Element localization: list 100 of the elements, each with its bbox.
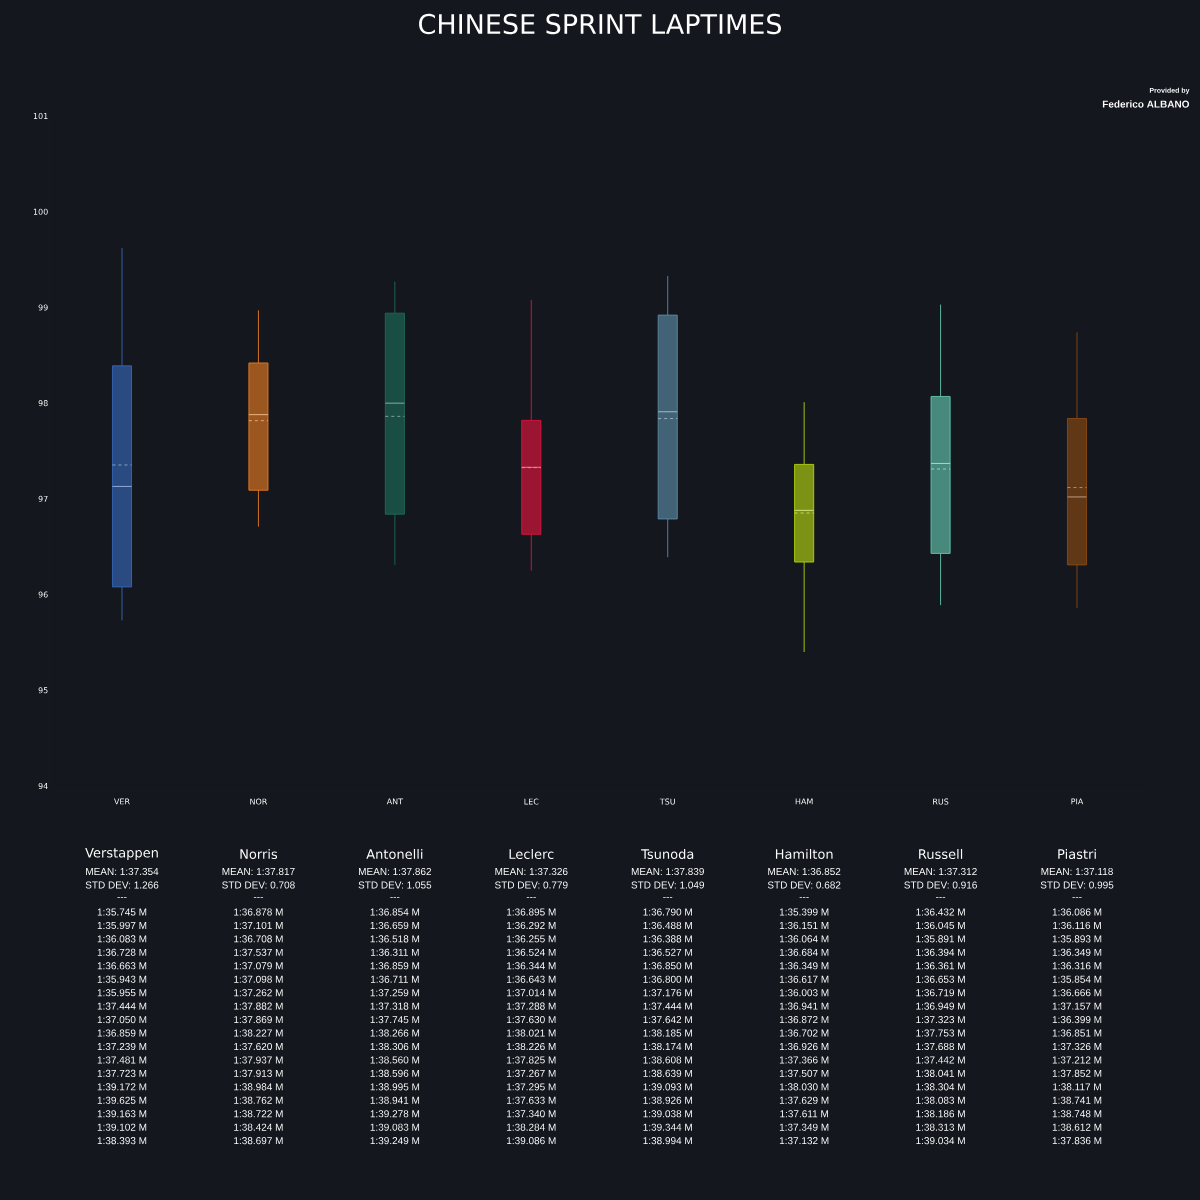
- text: 1:36.872 M: [779, 1016, 829, 1024]
- text: ---: [663, 896, 673, 898]
- text: 1:37.318 M: [370, 1002, 420, 1010]
- text: 1:35.854 M: [1052, 975, 1102, 983]
- text: 1:37.852 M: [1052, 1069, 1102, 1077]
- text: ---: [253, 896, 263, 898]
- text: 1:36.316 M: [1052, 962, 1102, 970]
- text: 1:38.041 M: [916, 1069, 965, 1077]
- text: ---: [799, 896, 809, 898]
- text: 1:36.524 M: [507, 948, 556, 956]
- text: 1:37.620 M: [234, 1042, 283, 1051]
- text: 1:36.859 M: [370, 962, 420, 970]
- text: 1:38.596 M: [370, 1069, 420, 1077]
- text: 1:38.266 M: [370, 1029, 420, 1037]
- text: 1:38.639 M: [643, 1069, 692, 1077]
- text: 1:36.854 M: [370, 908, 420, 916]
- text: STD DEV: 0.995: [1040, 881, 1114, 889]
- text: 1:38.313 M: [916, 1123, 965, 1131]
- text: 1:38.424 M: [234, 1123, 283, 1131]
- text: 1:36.941 M: [779, 1002, 829, 1010]
- text: 1:37.262 M: [234, 989, 283, 997]
- text: 1:36.790 M: [643, 908, 692, 916]
- text: STD DEV: 1.049: [631, 881, 705, 889]
- text: 1:37.723 M: [97, 1069, 147, 1077]
- text: 1:38.941 M: [370, 1096, 420, 1104]
- text: STD DEV: 1.266: [85, 881, 159, 889]
- text: 1:36.719 M: [916, 989, 965, 997]
- text: 1:37.442 M: [916, 1056, 965, 1064]
- text: 1:36.394 M: [916, 948, 965, 956]
- text: 1:37.913 M: [234, 1069, 283, 1077]
- text: 1:36.702 M: [779, 1029, 829, 1037]
- text: 1:39.625 M: [97, 1096, 147, 1104]
- text: 1:36.926 M: [779, 1042, 829, 1051]
- text: 1:37.745 M: [370, 1016, 420, 1024]
- text: 1:37.132 M: [779, 1137, 829, 1145]
- text: 1:38.984 M: [234, 1083, 283, 1091]
- text: 1:38.185 M: [643, 1029, 692, 1037]
- y-tick-label: 96: [38, 591, 48, 598]
- text: MEAN: 1:37.118: [1041, 867, 1113, 876]
- text: 1:37.323 M: [916, 1016, 965, 1024]
- text: 1:36.151 M: [779, 921, 829, 929]
- text: ---: [390, 896, 400, 898]
- text: 1:37.629 M: [779, 1096, 829, 1104]
- text: 1:37.349 M: [779, 1123, 829, 1131]
- text: 1:39.086 M: [507, 1137, 556, 1145]
- text: MEAN: 1:37.817: [222, 867, 295, 876]
- text: 1:39.093 M: [643, 1083, 692, 1091]
- text: 1:37.633 M: [507, 1096, 556, 1104]
- x-tick-label: RUS: [933, 798, 949, 805]
- text: 1:36.617 M: [779, 975, 829, 983]
- text: 1:37.326 M: [1052, 1042, 1102, 1051]
- text: 1:36.292 M: [507, 921, 556, 929]
- text: 1:37.176 M: [643, 989, 692, 997]
- text: 1:37.753 M: [916, 1029, 965, 1037]
- text: 1:36.045 M: [916, 921, 965, 929]
- text: STD DEV: 0.682: [767, 881, 841, 889]
- text: MEAN: 1:37.312: [904, 867, 977, 876]
- text: 1:37.444 M: [643, 1002, 692, 1010]
- text: 1:39.083 M: [370, 1123, 420, 1131]
- text: 1:38.722 M: [234, 1110, 283, 1118]
- text: MEAN: 1:37.862: [358, 867, 432, 876]
- text: 1:36.800 M: [643, 975, 692, 983]
- text: 1:36.349 M: [779, 962, 829, 970]
- text: 1:36.949 M: [916, 1002, 965, 1010]
- text: 1:38.021 M: [507, 1029, 556, 1037]
- text: 1:39.278 M: [370, 1110, 420, 1118]
- text: 1:38.393 M: [97, 1137, 147, 1145]
- text: 1:38.186 M: [916, 1110, 965, 1118]
- text: 1:35.745 M: [97, 908, 147, 916]
- x-tick-label: PIA: [1071, 798, 1084, 805]
- text: ---: [526, 896, 536, 898]
- text: 1:38.697 M: [234, 1137, 283, 1145]
- text: 1:39.102 M: [97, 1123, 147, 1131]
- text: 1:36.684 M: [779, 948, 829, 956]
- text: 1:37.825 M: [507, 1056, 556, 1064]
- chart-title: CHINESE SPRINT LAPTIMES: [419, 13, 781, 35]
- text: 1:35.399 M: [779, 908, 829, 916]
- text: 1:37.937 M: [234, 1056, 283, 1064]
- text: 1:38.741 M: [1052, 1096, 1102, 1104]
- text: Hamilton: [775, 848, 833, 860]
- text: 1:37.537 M: [234, 948, 283, 956]
- text: 1:36.895 M: [507, 908, 556, 916]
- text: 1:38.926 M: [643, 1096, 692, 1104]
- text: 1:37.611 M: [780, 1110, 828, 1118]
- text: 1:36.064 M: [779, 935, 829, 943]
- text: 1:38.608 M: [643, 1056, 692, 1064]
- text: 1:37.288 M: [507, 1002, 556, 1010]
- text: 1:39.344 M: [643, 1123, 692, 1131]
- x-tick-label: TSU: [659, 798, 675, 805]
- text: 1:36.488 M: [643, 921, 692, 929]
- text: 1:36.086 M: [1052, 908, 1102, 916]
- text: 1:38.304 M: [916, 1083, 965, 1091]
- text: 1:35.891 M: [916, 935, 965, 943]
- text: 1:37.836 M: [1052, 1137, 1102, 1145]
- text: Norris: [240, 848, 278, 860]
- text: STD DEV: 1.055: [358, 881, 432, 889]
- text: MEAN: 1:37.839: [631, 867, 704, 876]
- text: 1:36.255 M: [507, 935, 556, 943]
- text: 1:38.284 M: [507, 1123, 556, 1131]
- text: 1:38.612 M: [1052, 1123, 1102, 1131]
